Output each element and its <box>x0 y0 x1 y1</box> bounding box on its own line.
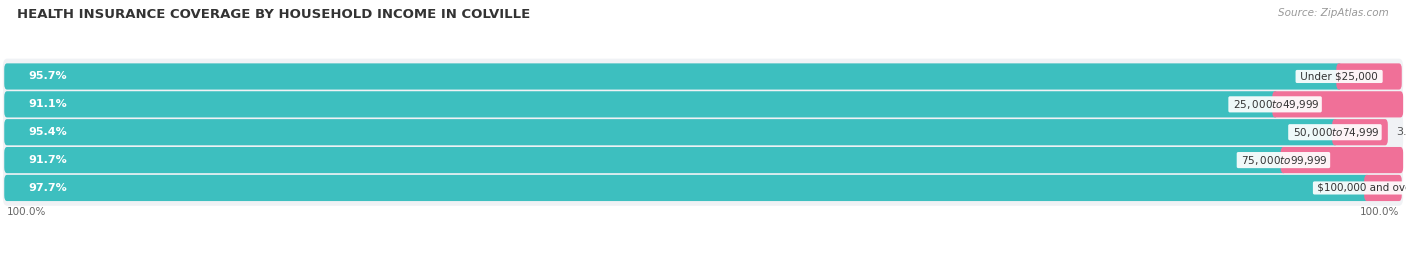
Text: 100.0%: 100.0% <box>1360 207 1399 217</box>
Text: 95.7%: 95.7% <box>28 72 66 82</box>
FancyBboxPatch shape <box>4 119 1337 145</box>
FancyBboxPatch shape <box>4 147 1286 173</box>
Text: 97.7%: 97.7% <box>28 183 66 193</box>
Text: HEALTH INSURANCE COVERAGE BY HOUSEHOLD INCOME IN COLVILLE: HEALTH INSURANCE COVERAGE BY HOUSEHOLD I… <box>17 8 530 21</box>
Text: $100,000 and over: $100,000 and over <box>1315 183 1406 193</box>
Text: $50,000 to $74,999: $50,000 to $74,999 <box>1289 126 1381 139</box>
Text: $75,000 to $99,999: $75,000 to $99,999 <box>1239 154 1329 167</box>
FancyBboxPatch shape <box>3 114 1403 150</box>
FancyBboxPatch shape <box>3 86 1403 122</box>
Text: Under $25,000: Under $25,000 <box>1298 72 1381 82</box>
FancyBboxPatch shape <box>4 175 1369 201</box>
FancyBboxPatch shape <box>1336 63 1402 90</box>
FancyBboxPatch shape <box>4 91 1278 117</box>
Text: Source: ZipAtlas.com: Source: ZipAtlas.com <box>1278 8 1389 18</box>
FancyBboxPatch shape <box>3 59 1403 94</box>
FancyBboxPatch shape <box>4 63 1341 90</box>
FancyBboxPatch shape <box>1331 119 1388 145</box>
Text: $25,000 to $49,999: $25,000 to $49,999 <box>1230 98 1320 111</box>
Text: 3.6%: 3.6% <box>1396 127 1406 137</box>
FancyBboxPatch shape <box>1364 175 1402 201</box>
Text: 100.0%: 100.0% <box>7 207 46 217</box>
Text: 91.1%: 91.1% <box>28 99 66 109</box>
FancyBboxPatch shape <box>3 142 1403 178</box>
FancyBboxPatch shape <box>3 170 1403 206</box>
Text: 91.7%: 91.7% <box>28 155 66 165</box>
Text: 95.4%: 95.4% <box>28 127 66 137</box>
FancyBboxPatch shape <box>1281 147 1403 173</box>
FancyBboxPatch shape <box>1272 91 1403 117</box>
